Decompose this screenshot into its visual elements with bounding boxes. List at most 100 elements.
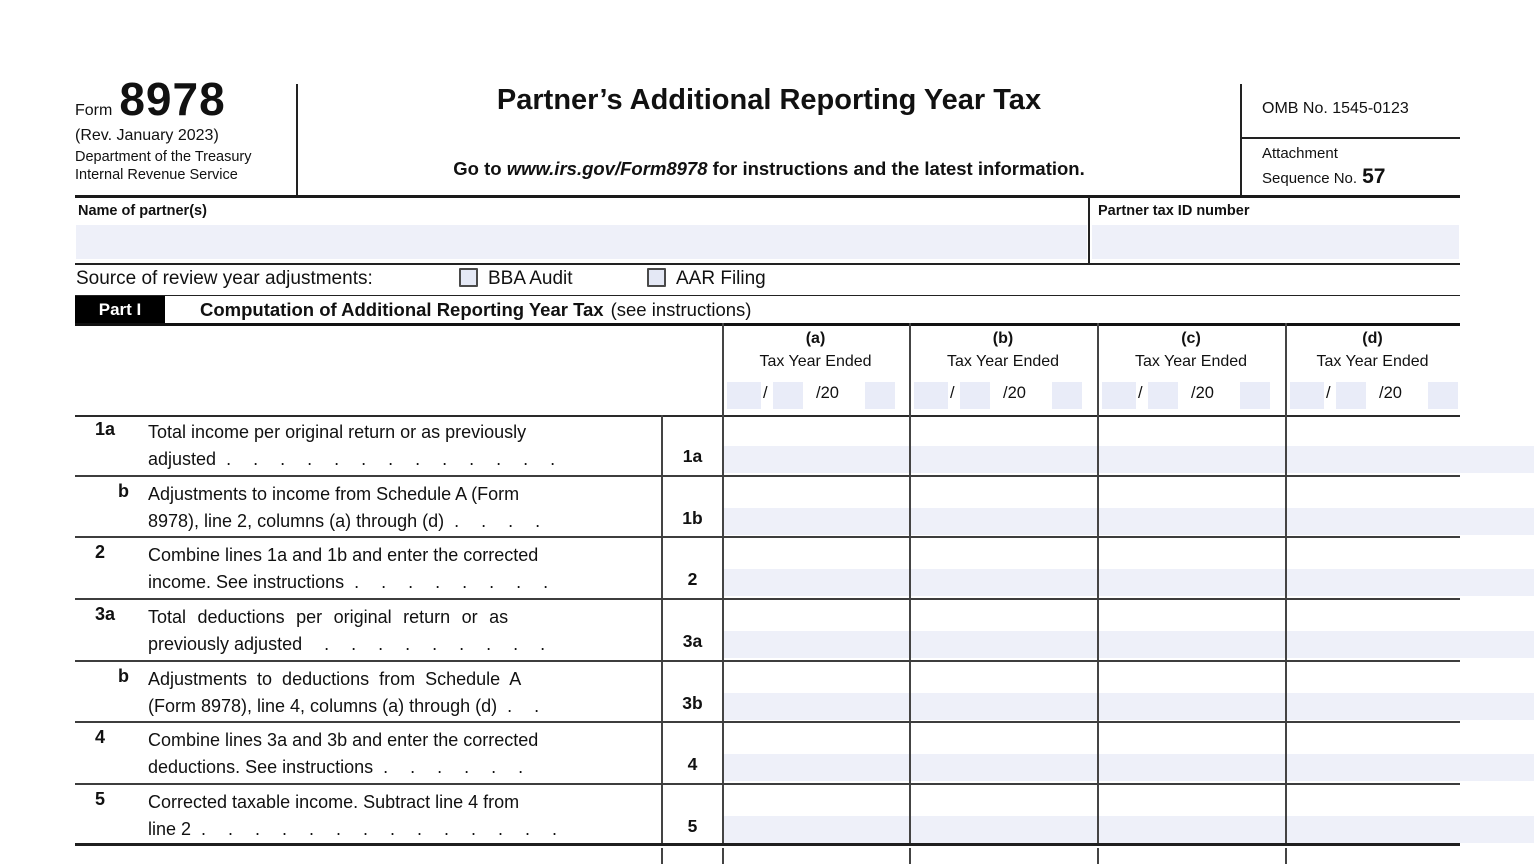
column-label: Tax Year Ended <box>759 353 872 370</box>
row-description-line2: income. See instructions. . . . . . . . <box>148 572 550 592</box>
aar-filing-checkbox[interactable] <box>647 268 666 287</box>
column-divider <box>1285 538 1287 598</box>
row-description-line2: previously adjusted. . . . . . . . . <box>148 634 547 654</box>
amount-cell-a[interactable] <box>724 631 909 658</box>
row-description-line2: (Form 8978), line 4, columns (a) through… <box>148 696 541 716</box>
date-slash: / <box>950 384 955 402</box>
row-description-line1: Corrected taxable income. Subtract line … <box>148 792 520 812</box>
tax-year-month-input[interactable] <box>1290 382 1324 409</box>
amount-cell-a[interactable] <box>724 754 909 781</box>
tax-year-yy-input[interactable] <box>865 382 895 409</box>
partner-tax-id-input[interactable] <box>1092 225 1459 259</box>
amount-cell-c[interactable] <box>1099 754 1285 781</box>
amount-cell-d[interactable] <box>1287 693 1534 720</box>
column-divider <box>661 662 663 721</box>
name-tin-divider <box>1088 197 1090 263</box>
dot-leaders: . . . . <box>454 511 542 531</box>
tax-year-month-input[interactable] <box>1102 382 1136 409</box>
row-description-line2: adjusted. . . . . . . . . . . . . <box>148 449 557 469</box>
name-of-partners-label: Name of partner(s) <box>78 203 207 219</box>
amount-cell-c[interactable] <box>1099 693 1285 720</box>
goto-prefix: Go to <box>453 158 507 179</box>
column-divider <box>722 662 724 721</box>
amount-cell-d[interactable] <box>1287 508 1534 535</box>
row-description-line2: deductions. See instructions. . . . . . <box>148 757 525 777</box>
column-divider <box>909 723 911 783</box>
sequence-number: 57 <box>1362 164 1386 188</box>
amount-cell-b[interactable] <box>911 816 1097 843</box>
amount-cell-a[interactable] <box>724 816 909 843</box>
amount-cell-c[interactable] <box>1099 569 1285 596</box>
column-divider <box>909 600 911 660</box>
amount-cell-b[interactable] <box>911 569 1097 596</box>
column-divider <box>661 415 663 475</box>
column-divider <box>1097 323 1099 415</box>
column-divider <box>1097 785 1099 843</box>
amount-cell-b[interactable] <box>911 508 1097 535</box>
tax-year-day-input[interactable] <box>960 382 990 409</box>
column-letter: (b) <box>992 330 1014 347</box>
amount-cell-b[interactable] <box>911 446 1097 473</box>
row-description-line1: Total income per original return or as p… <box>148 422 527 442</box>
column-letter: (c) <box>1181 330 1201 347</box>
tax-year-day-input[interactable] <box>1148 382 1178 409</box>
dot-leaders: . . . . . . . . . . . . . <box>226 449 557 469</box>
amount-cell-b[interactable] <box>911 631 1097 658</box>
part-1-title: Computation of Additional Reporting Year… <box>200 298 604 320</box>
header-divider-left <box>296 84 298 196</box>
row-description-line1: Adjustments to income from Schedule A (F… <box>148 484 520 504</box>
tax-year-day-input[interactable] <box>1336 382 1366 409</box>
dot-leaders: . . . . . . . . . <box>324 634 547 654</box>
amount-cell-c[interactable] <box>1099 816 1285 843</box>
column-divider <box>661 600 663 660</box>
column-divider <box>722 723 724 783</box>
name-of-partners-input[interactable] <box>76 225 1087 259</box>
tax-year-month-input[interactable] <box>727 382 761 409</box>
partner-tax-id-label: Partner tax ID number <box>1098 203 1250 219</box>
amount-cell-d[interactable] <box>1287 754 1534 781</box>
amount-cell-c[interactable] <box>1099 631 1285 658</box>
column-letter: (d) <box>1362 330 1383 347</box>
goto-instructions: Go to www.irs.gov/Form8978 for instructi… <box>298 158 1240 180</box>
table-row: 2 Combine lines 1a and 1b and enter the … <box>75 538 1534 600</box>
tax-year-day-input[interactable] <box>773 382 803 409</box>
line-number: b <box>118 481 129 501</box>
column-divider <box>1097 847 1099 864</box>
column-label: Tax Year Ended <box>946 353 1060 370</box>
date-slash: / <box>1326 384 1331 402</box>
amount-cell-d[interactable] <box>1287 569 1534 596</box>
tax-year-yy-input[interactable] <box>1428 382 1458 409</box>
table-header: (a) Tax Year Ended / /20 (b) Tax Year En… <box>75 323 1460 417</box>
amount-cell-a[interactable] <box>724 446 909 473</box>
amount-cell-c[interactable] <box>1099 446 1285 473</box>
table-row: 4 Combine lines 3a and 3b and enter the … <box>75 723 1534 785</box>
form-number: 8978 <box>119 73 226 125</box>
tax-year-month-input[interactable] <box>914 382 948 409</box>
aar-filing-label: AAR Filing <box>676 268 766 289</box>
amount-cell-b[interactable] <box>911 754 1097 781</box>
amount-cell-d[interactable] <box>1287 631 1534 658</box>
date-year-prefix: /20 <box>1191 384 1214 402</box>
line-ref: 2 <box>687 569 698 589</box>
omb-number: OMB No. 1545-0123 <box>1262 100 1409 117</box>
amount-cell-b[interactable] <box>911 693 1097 720</box>
name-row-bottom-rule <box>75 263 1460 265</box>
amount-cell-d[interactable] <box>1287 446 1534 473</box>
amount-cell-a[interactable] <box>724 693 909 720</box>
amount-cell-c[interactable] <box>1099 508 1285 535</box>
line-ref: 1b <box>682 508 703 528</box>
column-divider <box>1097 662 1099 721</box>
column-divider <box>909 323 911 415</box>
tax-year-yy-input[interactable] <box>1240 382 1270 409</box>
date-slash: / <box>763 384 768 402</box>
line-number: 2 <box>95 542 106 562</box>
tax-year-yy-input[interactable] <box>1052 382 1082 409</box>
amount-cell-a[interactable] <box>724 508 909 535</box>
amount-cell-d[interactable] <box>1287 816 1534 843</box>
column-divider <box>1097 723 1099 783</box>
amount-cell-a[interactable] <box>724 569 909 596</box>
line-number: 1a <box>95 419 116 439</box>
line-ref: 3a <box>682 631 703 651</box>
bba-audit-checkbox[interactable] <box>459 268 478 287</box>
